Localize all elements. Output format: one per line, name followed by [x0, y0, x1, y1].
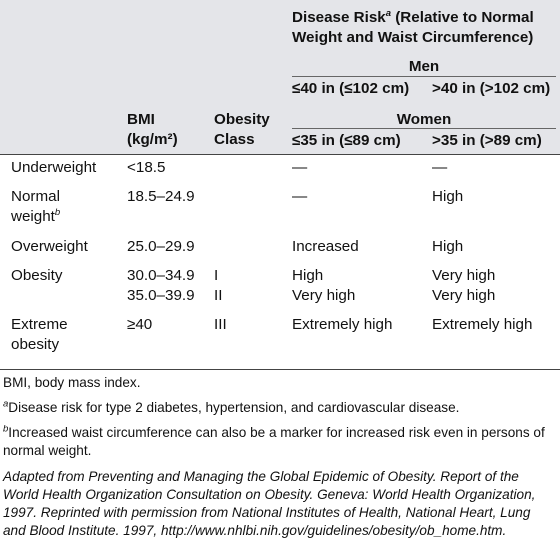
row-normal-risk-low: —	[292, 188, 308, 205]
row-extreme-category-line1: Extreme	[11, 316, 68, 333]
class-header-line1: Obesity	[214, 111, 270, 128]
table-bottom-rule	[0, 369, 560, 370]
disease-risk-heading-rest: (Relative to Normal Weight and Waist Cir…	[292, 9, 534, 46]
row-obesity-class2: II	[214, 287, 223, 304]
row-obesity-bmi-class2: 35.0–39.9	[127, 287, 195, 304]
row-extreme-category: Extreme obesity	[11, 315, 68, 355]
men-group-label: Men	[408, 58, 440, 75]
footnote-a-text: Disease risk for type 2 diabetes, hypert…	[8, 400, 460, 415]
row-extreme-risk-low: Extremely high	[292, 316, 393, 333]
row-extreme-class: III	[214, 316, 227, 333]
disease-risk-heading: Disease Riska (Relative to Normal Weight…	[292, 8, 554, 48]
women-waist-low-header: ≤35 in (≤89 cm)	[292, 132, 401, 149]
row-obesity-risk-high-class2: Very high	[432, 287, 496, 304]
footnote-marker-b: b	[54, 206, 61, 218]
row-normal-category-line1: Normal	[11, 188, 60, 205]
row-underweight-bmi: <18.5	[127, 159, 166, 176]
footnote-b-text: Increased waist circumference can also b…	[3, 425, 545, 458]
footnote-a-mark: a	[3, 398, 9, 410]
row-obesity-category: Obesity	[11, 267, 63, 284]
women-waist-high-header: >35 in (>89 cm)	[432, 132, 542, 149]
women-group-label: Women	[396, 111, 452, 128]
class-header-line2: Class	[214, 131, 255, 148]
women-divider	[292, 128, 556, 129]
bmi-header-line2: (kg/m²)	[127, 131, 178, 148]
men-waist-low-header: ≤40 in (≤102 cm)	[292, 80, 410, 97]
row-overweight-risk-low: Increased	[292, 238, 359, 255]
row-obesity-risk-low-class1: High	[292, 267, 324, 284]
men-divider	[292, 76, 556, 77]
footnote-a: aDisease risk for type 2 diabetes, hyper…	[3, 399, 555, 417]
footnote-b-mark: b	[3, 423, 9, 435]
bmi-column-header: BMI (kg/m²)	[127, 110, 178, 150]
row-normal-category-line2: weight	[11, 208, 55, 225]
disease-risk-heading-text: Disease Risk	[292, 9, 386, 26]
row-normal-bmi: 18.5–24.9	[127, 188, 195, 205]
footnote-b: bIncreased waist circumference can also …	[3, 424, 555, 460]
row-overweight-category: Overweight	[11, 238, 88, 255]
row-underweight-category: Underweight	[11, 159, 97, 176]
row-extreme-bmi: ≥40	[127, 316, 153, 333]
source-citation: Adapted from Preventing and Managing the…	[3, 469, 536, 538]
men-waist-high-header: >40 in (>102 cm)	[432, 80, 551, 97]
footnote-marker-a: a	[385, 7, 392, 19]
row-obesity-bmi-class1: 30.0–34.9	[127, 267, 195, 284]
table-header: Disease Riska (Relative to Normal Weight…	[0, 0, 560, 155]
row-underweight-risk-low: —	[292, 159, 308, 176]
bmi-header-line1: BMI	[127, 111, 155, 128]
obesity-class-column-header: Obesity Class	[214, 110, 270, 150]
row-extreme-risk-high: Extremely high	[432, 316, 533, 333]
row-normal-risk-high: High	[432, 188, 464, 205]
row-extreme-category-line2: obesity	[11, 336, 60, 353]
footnote-abbreviation: BMI, body mass index.	[3, 375, 141, 390]
row-underweight-risk-high: —	[432, 159, 448, 176]
row-obesity-risk-low-class2: Very high	[292, 287, 356, 304]
row-overweight-risk-high: High	[432, 238, 464, 255]
row-obesity-class1: I	[214, 267, 219, 284]
row-normal-category: Normal weightb	[11, 187, 60, 227]
row-overweight-bmi: 25.0–29.9	[127, 238, 195, 255]
row-obesity-risk-high-class1: Very high	[432, 267, 496, 284]
